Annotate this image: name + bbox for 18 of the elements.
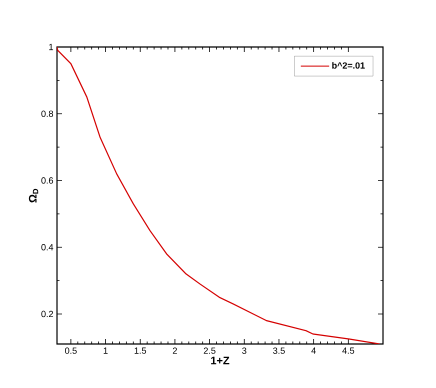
- x-tick-label: 1.5: [134, 348, 146, 354]
- x-tick-label: 0.5: [64, 348, 77, 354]
- x-tick-label: 3: [242, 348, 246, 354]
- x-tick-label: 3.5: [273, 348, 285, 354]
- x-tick-label: 4: [311, 348, 316, 354]
- legend-label: b^2=.01: [332, 62, 365, 69]
- x-tick-label: 2: [172, 348, 177, 354]
- y-tick-label: 0.6: [41, 177, 54, 184]
- x-tick-label: 2.5: [204, 348, 216, 354]
- y-tick-label: 1: [49, 44, 54, 50]
- y-tick-label: 0.4: [41, 244, 54, 250]
- y-axis-title: Ω$_{D}$: [28, 188, 38, 202]
- y-tick-label: 0.2: [41, 310, 54, 318]
- y-tick-label: 0.8: [41, 110, 54, 117]
- x-tick-label: 4.5: [342, 348, 354, 354]
- x-axis-title: 1+Z: [211, 356, 230, 364]
- x-tick-label: 1: [104, 348, 108, 354]
- line-series: [57, 47, 380, 344]
